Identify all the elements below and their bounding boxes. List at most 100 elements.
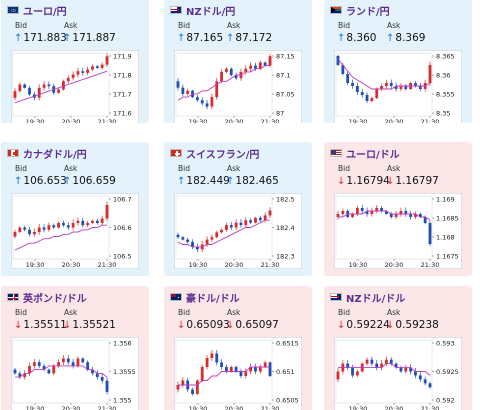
candle-body	[244, 68, 248, 72]
candle-body	[418, 86, 422, 89]
candle-body	[13, 232, 17, 237]
pair-title[interactable]: ランド/円	[346, 6, 390, 18]
x-tick-label: 20:30	[225, 118, 244, 123]
bid-label: Bid	[15, 21, 27, 30]
rate-card-nzd-usd[interactable]: NZドル/ドル Bid Ask ↓ 0.59224 ↓ 0.59238 0.593 0…	[324, 286, 472, 410]
up-arrow-icon: ↑	[337, 32, 346, 44]
candlestick-chart[interactable]: 1.169 1.1685 1.168 1.1675 19:30 20:30 21:30	[334, 193, 462, 269]
chart-frame	[334, 337, 462, 410]
card-header: 豪ドル/ドル	[170, 290, 240, 305]
candle-body	[37, 362, 41, 366]
candle-body	[47, 225, 51, 230]
candlestick-chart[interactable]: 182.5 182.4 182.3 19:30 20:30 21:30	[174, 193, 302, 269]
candle-body	[86, 362, 90, 370]
ask-label: Ask	[64, 21, 78, 30]
candle-body	[195, 97, 199, 101]
y-tick-label: 8.365	[436, 52, 455, 60]
candlestick-chart[interactable]: 0.6515 0.651 0.6505 19:30 20:30 21:30	[174, 337, 302, 410]
rate-card-chf-jpy[interactable]: スイスフラン/円 Bid Ask ↑ 182.449 ↑ 182.465 182.5…	[164, 142, 312, 276]
bid-label: Bid	[338, 21, 350, 30]
bid-label: Bid	[338, 164, 350, 173]
candle-body	[365, 359, 369, 364]
rate-card-nzd-jpy[interactable]: NZドル/円 Bid Ask ↑ 87.165 ↑ 87.172 87.15 87.1…	[164, 0, 312, 123]
candle-body	[249, 367, 253, 372]
pair-title[interactable]: NZドル/ドル	[346, 293, 406, 305]
chart-svg: 87.15 87.1 87.05 87 19:30 20:30 21:30	[174, 50, 302, 123]
rate-card-aud-usd[interactable]: 豪ドル/ドル Bid Ask ↓ 0.65093 ↓ 0.65097 0.6515 0…	[164, 286, 312, 410]
candle-body	[91, 369, 94, 374]
bid-value: 0.59224	[346, 319, 390, 331]
y-tick-label: 0.6515	[276, 339, 299, 347]
ask-label: Ask	[64, 164, 78, 173]
candle-body	[176, 385, 180, 390]
pair-title[interactable]: ユーロ/円	[23, 6, 67, 18]
up-arrow-icon: ↑	[177, 175, 186, 187]
candle-body	[181, 237, 185, 240]
chart-frame	[334, 50, 462, 123]
candle-body	[404, 86, 408, 89]
rate-card-gbp-usd[interactable]: 英ポンド/ドル Bid Ask ↓ 1.35511 ↓ 1.35521 1.356 1…	[1, 286, 149, 410]
candle-body	[365, 95, 369, 101]
pair-title[interactable]: 英ポンド/ドル	[23, 293, 87, 305]
bid-value: 171.883	[23, 32, 67, 44]
candle-body	[268, 56, 272, 66]
bid-quote: ↓ 0.59224	[337, 319, 390, 331]
rate-card-cad-jpy[interactable]: カナダドル/円 Bid Ask ↑ 106.653 ↑ 106.659 106.7 1…	[1, 142, 149, 276]
up-arrow-icon: ↑	[177, 32, 186, 44]
ask-quote: ↓ 0.65097	[226, 319, 279, 331]
x-tick-label: 19:30	[349, 118, 368, 123]
candle-body	[105, 205, 109, 219]
ch-flag-icon	[170, 149, 182, 157]
candle-body	[341, 211, 345, 214]
candle-body	[225, 225, 228, 230]
y-tick-label: 0.651	[276, 368, 295, 376]
y-tick-label: 8.35	[436, 109, 450, 117]
candle-body	[81, 358, 85, 363]
y-tick-label: 0.592	[436, 396, 455, 404]
pair-title[interactable]: 豪ドル/ドル	[186, 293, 240, 305]
candlestick-chart[interactable]: 0.593 0.5925 0.592 19:30 20:30 21:30	[334, 337, 462, 410]
y-tick-label: 171.9	[113, 52, 132, 60]
candle-body	[380, 86, 383, 89]
candle-body	[37, 227, 41, 232]
candle-body	[418, 375, 422, 380]
pair-title[interactable]: NZドル/円	[186, 6, 236, 18]
y-tick-label: 182.4	[276, 224, 295, 232]
candle-body	[229, 68, 233, 76]
candlestick-chart[interactable]: 106.7 106.6 106.5 19:30 20:30 21:30	[11, 193, 139, 269]
bid-quote: ↓ 1.16794	[337, 175, 390, 187]
rate-card-zar-jpy[interactable]: ランド/円 Bid Ask ↑ 8.360 ↑ 8.369 8.365 8.36 8.3…	[324, 0, 472, 123]
candlestick-chart[interactable]: 171.9 171.8 171.7 171.6 19:30 20:30 21:30	[11, 50, 139, 123]
candle-body	[336, 371, 340, 380]
y-tick-label: 1.169	[436, 195, 455, 203]
candle-body	[13, 91, 17, 98]
pair-title[interactable]: ユーロ/ドル	[346, 149, 400, 161]
x-tick-label: 21:30	[421, 118, 440, 123]
down-arrow-icon: ↓	[63, 319, 72, 331]
y-tick-label: 1.356	[113, 339, 132, 347]
candlestick-chart[interactable]: 87.15 87.1 87.05 87 19:30 20:30 21:30	[174, 50, 302, 123]
candle-body	[37, 87, 41, 98]
candle-body	[258, 217, 262, 221]
ask-value: 8.369	[395, 32, 426, 44]
rate-card-eur-jpy[interactable]: ユーロ/円 Bid Ask ↑ 171.883 ↑ 171.887 171.9 171…	[1, 0, 149, 123]
candle-body	[254, 217, 257, 223]
moving-average-line	[15, 365, 108, 378]
up-arrow-icon: ↑	[63, 32, 72, 44]
candle-body	[176, 81, 180, 88]
candle-body	[254, 367, 257, 372]
pair-title[interactable]: スイスフラン/円	[186, 149, 260, 161]
candle-body	[389, 214, 393, 217]
candle-body	[414, 214, 417, 217]
candlestick-chart[interactable]: 1.356 1.3555 1.355 19:30 20:30 21:30	[11, 337, 139, 410]
card-header: カナダドル/円	[7, 146, 87, 161]
x-tick-label: 20:30	[225, 405, 244, 410]
candle-body	[220, 229, 223, 233]
chart-svg: 0.593 0.5925 0.592 19:30 20:30 21:30	[334, 337, 462, 410]
rate-card-eur-usd[interactable]: ユーロ/ドル Bid Ask ↓ 1.16794 ↓ 1.16797 1.169 1.…	[324, 142, 472, 276]
pair-title[interactable]: カナダドル/円	[23, 149, 87, 161]
candle-body	[341, 65, 345, 74]
chart-svg: 106.7 106.6 106.5 19:30 20:30 21:30	[11, 193, 139, 269]
candlestick-chart[interactable]: 8.365 8.36 8.355 8.35 19:30 20:30 21:30	[334, 50, 462, 123]
y-tick-label: 171.7	[113, 90, 132, 98]
